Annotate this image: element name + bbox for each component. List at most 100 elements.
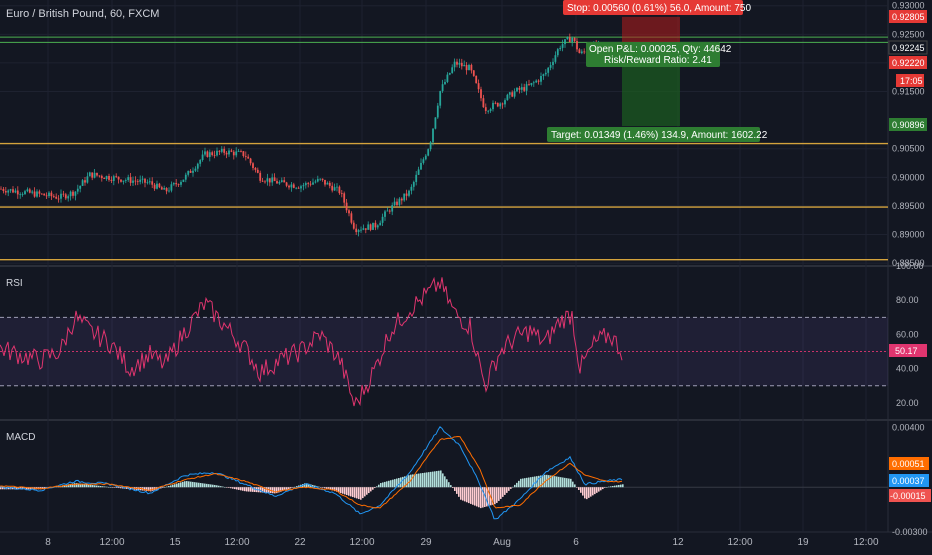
candle-body — [523, 87, 526, 91]
macd-histogram-bar — [354, 487, 356, 498]
candle-body — [321, 178, 324, 180]
macd-histogram-bar — [526, 477, 528, 488]
candle-body — [156, 183, 158, 189]
candle-body — [410, 186, 413, 191]
macd-histogram-bar — [130, 487, 132, 490]
symbol-title[interactable]: Euro / British Pound, 60, FXCM — [6, 8, 159, 20]
macd-histogram-bar — [496, 487, 498, 503]
price-badge-time-text: 17:05 — [900, 76, 923, 86]
time-tick-label: 12:00 — [99, 537, 124, 548]
candle-body — [208, 152, 211, 157]
macd-histogram-bar — [416, 473, 418, 488]
macd-histogram-bar — [144, 487, 146, 491]
macd-histogram-bar — [426, 472, 428, 488]
macd-histogram-bar — [492, 487, 494, 505]
macd-histogram-bar — [374, 487, 376, 489]
macd-histogram-bar — [248, 487, 250, 492]
macd-histogram-bar — [448, 482, 450, 488]
candle-body — [441, 84, 444, 92]
macd-badge-macd-box — [889, 474, 929, 487]
macd-histogram-bar — [558, 476, 560, 488]
candle-body — [388, 210, 391, 212]
macd-histogram-bar — [522, 478, 524, 488]
macd-histogram-bar — [86, 484, 88, 488]
candle-body — [31, 191, 34, 193]
macd-histogram-bar — [312, 484, 314, 488]
candle-body — [225, 152, 228, 155]
candle-body — [12, 189, 14, 193]
candle-body — [307, 183, 310, 184]
time-tick-label: 29 — [420, 537, 432, 548]
candle-body — [393, 201, 396, 206]
macd-histogram-bar — [266, 487, 268, 493]
candle-body — [21, 194, 24, 195]
candle-body — [566, 37, 569, 40]
macd-histogram-bar — [290, 487, 292, 489]
candle-body — [542, 74, 545, 76]
candle-body — [100, 175, 103, 179]
macd-histogram-bar — [328, 487, 330, 490]
macd-histogram-bar — [544, 474, 546, 488]
candle-body — [139, 179, 142, 182]
macd-histogram-bar — [176, 483, 178, 488]
rsi-title[interactable]: RSI — [6, 278, 23, 289]
candle-body — [168, 190, 170, 192]
candle-body — [266, 178, 269, 182]
candle-body — [127, 177, 130, 181]
time-axis-labels[interactable]: 8 12:00 15 12:00 22 12:00 29 Aug 6 12 12:00 19 12:00 — [45, 537, 879, 548]
macd-histogram-bar — [284, 487, 286, 491]
candlestick-series — [0, 33, 622, 237]
candle-body — [576, 41, 578, 50]
macd-histogram-bar — [102, 486, 104, 488]
macd-histogram-bar — [292, 487, 294, 488]
macd-series — [0, 426, 888, 520]
candle-body — [50, 192, 53, 197]
candle-body — [151, 181, 154, 185]
macd-histogram-bar — [452, 487, 454, 489]
macd-histogram-bar — [202, 483, 204, 488]
macd-histogram-bar — [406, 475, 408, 488]
candle-body — [242, 151, 245, 156]
macd-histogram-bar — [114, 487, 116, 488]
candle-body — [199, 159, 202, 164]
candle-body — [571, 37, 574, 43]
candle-body — [506, 94, 509, 101]
candle-body — [134, 180, 137, 182]
candle-body — [372, 222, 374, 230]
macd-histogram-bar — [466, 487, 468, 503]
time-tick-label: 6 — [573, 537, 579, 548]
candle-body — [422, 159, 425, 163]
macd-histogram-bar — [610, 486, 612, 488]
candle-body — [235, 151, 238, 156]
candle-body — [62, 193, 65, 195]
candle-body — [14, 190, 17, 193]
macd-histogram-bar — [220, 486, 222, 488]
candle-body — [564, 39, 566, 45]
candle-body — [160, 187, 163, 190]
macd-histogram-bar — [384, 481, 386, 488]
macd-histogram-bar — [94, 485, 96, 488]
macd-histogram-bar — [20, 487, 22, 490]
candle-body — [196, 163, 199, 169]
macd-title[interactable]: MACD — [6, 432, 35, 443]
macd-histogram-bar — [356, 487, 358, 499]
candle-body — [398, 198, 401, 206]
macd-histogram-bar — [180, 482, 182, 488]
macd-histogram-bar — [304, 483, 306, 488]
candle-body — [280, 180, 283, 182]
candle-body — [141, 178, 144, 180]
macd-histogram-bar — [532, 476, 534, 488]
candle-body — [72, 191, 74, 196]
candle-body — [261, 180, 264, 182]
candle-body — [343, 193, 346, 203]
candle-body — [345, 202, 348, 211]
long-position-tool[interactable] — [622, 16, 680, 127]
candle-body — [482, 98, 485, 108]
candle-body — [472, 70, 475, 76]
macd-histogram-bar — [76, 483, 78, 488]
candle-body — [247, 156, 250, 159]
macd-histogram-bar — [494, 487, 496, 505]
candle-body — [340, 193, 343, 194]
